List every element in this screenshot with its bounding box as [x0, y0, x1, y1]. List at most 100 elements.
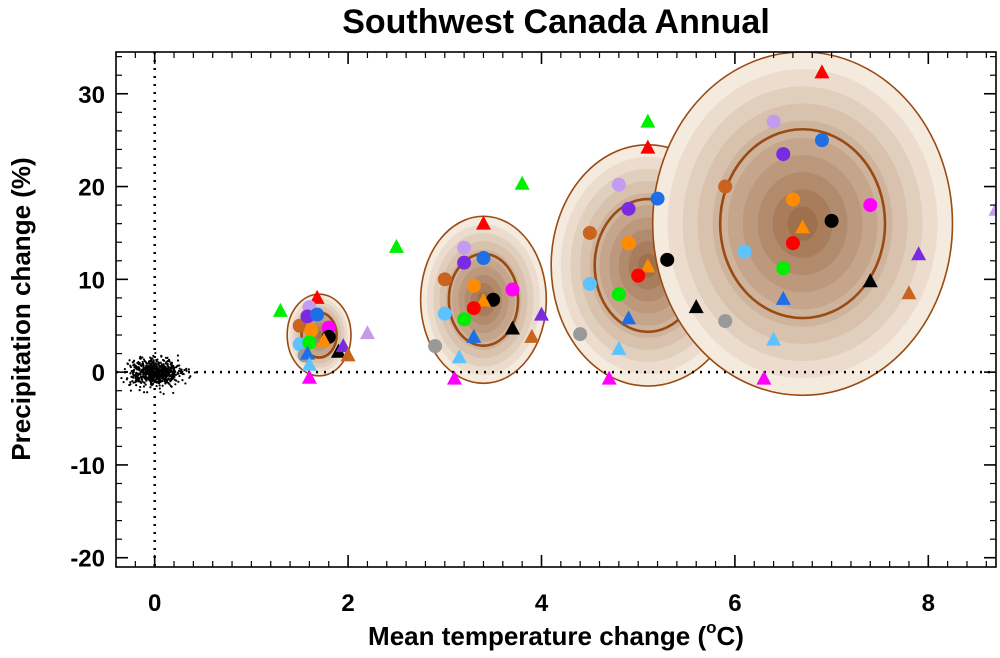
control-point [178, 374, 181, 378]
control-point [170, 385, 173, 388]
marker-triangle-green [640, 113, 656, 128]
marker-circle-orange [304, 323, 319, 338]
control-point [126, 362, 130, 366]
y-tick-label: 20 [78, 175, 105, 202]
ellipse-1 [286, 293, 352, 377]
control-point [142, 367, 146, 370]
y-axis-label: Precipitation change (%) [6, 157, 36, 460]
marker-circle-orange [785, 192, 800, 207]
marker-circle-lavender [766, 114, 781, 129]
marker-triangle-skyblue [451, 349, 467, 364]
control-point [138, 380, 141, 383]
y-tick-label: -20 [70, 546, 105, 573]
marker-triangle-lavender [988, 201, 996, 216]
marker-triangle-black [862, 273, 878, 288]
control-point [141, 364, 144, 367]
marker-triangle-sienna [901, 285, 917, 300]
marker-triangle-magenta [446, 370, 462, 385]
control-point [131, 361, 134, 364]
control-point [167, 373, 170, 376]
control-point [146, 391, 149, 394]
ellipse-outline [651, 52, 954, 397]
marker-circle-gray [573, 327, 588, 342]
control-point [151, 382, 155, 385]
control-point [161, 358, 165, 362]
control-point [143, 381, 146, 384]
control-point [168, 371, 171, 374]
y-tick-label: 0 [92, 360, 105, 387]
control-point [143, 376, 146, 379]
control-point [137, 374, 140, 377]
control-point [138, 389, 141, 392]
marker-triangle-purple [533, 306, 549, 321]
x-tick-label: 6 [728, 590, 741, 617]
control-point [110, 366, 112, 368]
marker-circle-sienna [292, 318, 307, 333]
control-point [136, 361, 139, 365]
control-point [159, 361, 162, 364]
marker-triangle-orange [640, 258, 656, 273]
control-point [139, 373, 142, 376]
marker-triangle-sienna [524, 328, 540, 343]
control-point [125, 378, 128, 381]
control-point [132, 374, 135, 377]
control-point [181, 370, 184, 373]
control-point [148, 371, 151, 375]
marker-circle-blue [310, 307, 325, 322]
control-point [149, 380, 153, 384]
control-point [176, 359, 180, 362]
control-point [170, 362, 173, 365]
control-point [157, 382, 160, 385]
control-point [132, 364, 135, 367]
marker-circle-blue [476, 251, 491, 265]
control-point [161, 384, 164, 387]
marker-triangle-green [388, 238, 404, 253]
control-point [166, 362, 169, 366]
control-point [163, 380, 166, 383]
control-point [170, 373, 174, 377]
control-point [181, 372, 184, 376]
control-point [164, 362, 168, 365]
control-point [141, 360, 144, 364]
control-point [174, 383, 177, 386]
control-point [185, 369, 188, 372]
control-point [146, 369, 149, 372]
control-point [152, 378, 155, 381]
control-point [149, 386, 152, 389]
control-point [187, 368, 190, 371]
control-point [162, 364, 165, 368]
control-point [144, 383, 147, 386]
control-point [162, 377, 165, 380]
marker-circle-blue [814, 133, 829, 148]
marker-circle-gray [718, 314, 733, 329]
control-point [174, 370, 177, 373]
x-tick-label: 4 [535, 590, 549, 617]
marker-circle-black [486, 292, 501, 307]
control-point [157, 364, 160, 367]
control-point [159, 365, 162, 368]
y-tick-label: -10 [70, 453, 105, 480]
control-point [162, 392, 165, 395]
control-point [168, 360, 171, 363]
control-point [176, 354, 180, 357]
control-point [171, 370, 174, 373]
control-point [172, 391, 175, 395]
marker-circle-sienna [718, 179, 733, 194]
control-point [146, 371, 149, 374]
marker-triangle-blue [621, 310, 637, 325]
control-point [133, 366, 136, 369]
marker-circle-magenta [505, 282, 520, 297]
model-markers [272, 64, 996, 385]
control-point [154, 380, 157, 384]
control-point [154, 374, 157, 377]
marker-triangle-skyblue [301, 356, 317, 371]
control-point [154, 351, 157, 355]
marker-circle-black [660, 252, 675, 267]
x-tick-label: 0 [148, 590, 161, 617]
control-point [173, 366, 176, 369]
control-point [163, 369, 166, 372]
control-point [139, 375, 142, 379]
control-point [157, 380, 161, 383]
marker-circle-blue [650, 191, 665, 206]
